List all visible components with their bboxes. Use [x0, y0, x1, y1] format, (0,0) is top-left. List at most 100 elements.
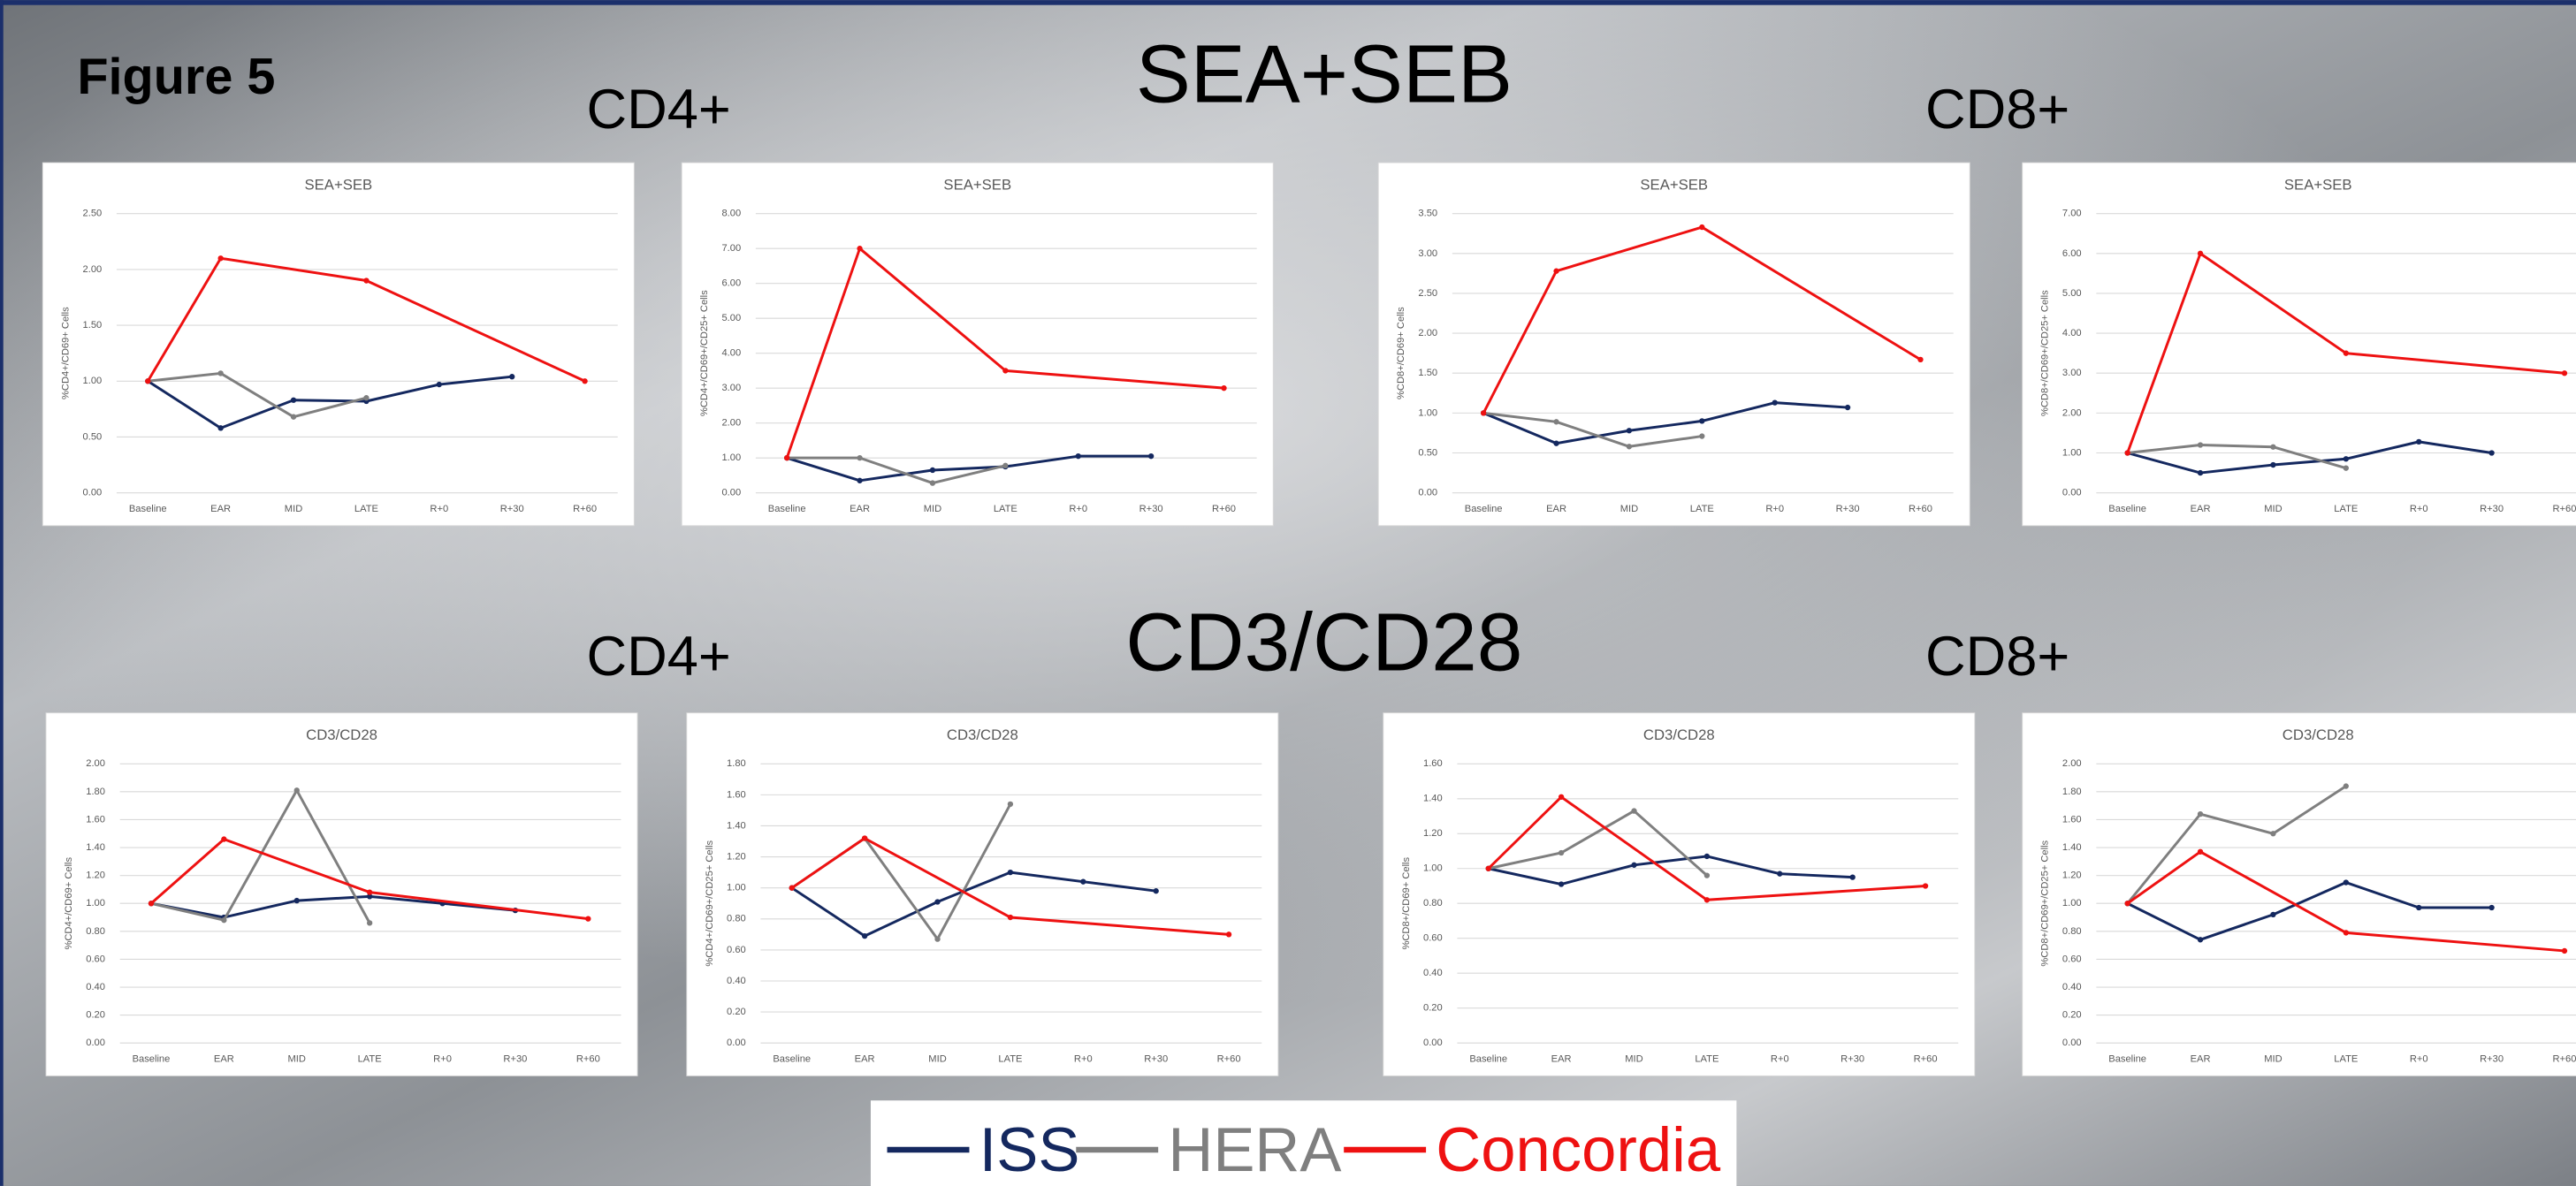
series-segment	[222, 899, 299, 919]
x-tick-label: LATE	[1690, 504, 1714, 514]
series-segment	[790, 837, 866, 890]
series-segment	[1482, 270, 1559, 414]
y-tick-label: 7.00	[721, 243, 741, 254]
series-point	[148, 901, 155, 907]
series-segment	[2126, 850, 2202, 905]
x-tick-label: EAR	[214, 1054, 234, 1065]
series-point	[293, 897, 300, 904]
series-segment	[1559, 863, 1635, 886]
y-tick-label: 0.40	[2062, 982, 2082, 992]
x-tick-label: LATE	[2334, 504, 2358, 514]
x-tick-label: EAR	[850, 504, 870, 514]
x-tick-label: Baseline	[1465, 504, 1503, 514]
series-point	[2343, 350, 2349, 356]
series-point	[861, 835, 868, 841]
y-tick-label: 1.60	[86, 814, 105, 825]
series-point	[934, 936, 941, 942]
series-segment	[785, 247, 862, 460]
y-tick-label: 1.80	[86, 787, 105, 797]
series-point	[221, 836, 227, 842]
series-segment	[2126, 252, 2202, 454]
y-tick-label: 2.50	[83, 209, 103, 219]
y-tick-label: 5.00	[721, 313, 741, 323]
y-tick-label: 0.60	[86, 954, 105, 964]
legend-label: HERA	[1168, 1114, 1341, 1184]
y-tick-label: 0.40	[727, 976, 746, 986]
y-tick-label: 1.40	[727, 820, 746, 831]
series-segment	[1487, 867, 1563, 886]
legend-box	[870, 1100, 1737, 1186]
legend: ISS HERA Concordia	[887, 1114, 1721, 1184]
y-tick-label: 1.60	[727, 789, 746, 800]
series-point	[1558, 794, 1565, 800]
x-tick-label: R+60	[1217, 1054, 1241, 1065]
series-segment	[149, 901, 225, 922]
chart: CD3/CD28 %CD4+/CD69+/CD25+ Cells 0.00 0.20 0…	[686, 712, 1279, 1076]
series-point	[2343, 456, 2349, 462]
x-tick-label: LATE	[358, 1054, 382, 1065]
series-segment	[1705, 855, 1781, 876]
series-segment	[936, 802, 1012, 941]
series-point	[366, 893, 373, 900]
series-segment	[1487, 795, 1563, 870]
series-point	[1558, 849, 1565, 856]
series-point	[293, 787, 300, 794]
chart-background	[2022, 712, 2576, 1076]
series-point	[857, 477, 863, 483]
chart: CD3/CD28 %CD4+/CD69+ Cells 0.00 0.20 0.40 0.6…	[45, 712, 638, 1076]
series-point	[1699, 224, 1705, 231]
series-point	[1080, 878, 1086, 885]
chart: SEA+SEB %CD4+/CD69+ Cells 0.00 0.50 1.00 1.50…	[42, 162, 635, 527]
series-segment	[931, 464, 1007, 485]
series-point	[2197, 442, 2204, 448]
section-left: CD4+	[586, 626, 730, 688]
y-tick-label: 1.50	[1418, 368, 1437, 378]
y-tick-label: 6.00	[2062, 248, 2082, 259]
y-axis-label: %CD8+/CD69+/CD25+ Cells	[2040, 840, 2051, 966]
x-tick-label: MID	[924, 504, 941, 514]
series-point	[1007, 801, 1014, 808]
series-point	[2270, 831, 2276, 837]
series-segment	[790, 886, 866, 938]
x-tick-label: R+60	[576, 1054, 600, 1065]
series-point	[1631, 862, 1637, 868]
x-tick-label: Baseline	[133, 1054, 171, 1065]
series-segment	[2199, 443, 2275, 449]
y-tick-label: 3.00	[1418, 248, 1437, 259]
figure-label: Figure 5	[77, 49, 275, 105]
y-tick-label: 3.00	[721, 383, 741, 393]
series-point	[1075, 453, 1081, 460]
x-tick-label: Baseline	[1469, 1054, 1507, 1065]
x-tick-label: R+30	[1836, 504, 1860, 514]
x-tick-label: Baseline	[2108, 504, 2146, 514]
y-tick-label: 5.00	[2062, 288, 2082, 299]
series-segment	[2344, 352, 2566, 375]
series-point	[363, 395, 370, 401]
series-point	[363, 277, 370, 284]
series-segment	[1482, 411, 1559, 423]
series-segment	[368, 894, 445, 905]
x-tick-label: MID	[1625, 1054, 1642, 1065]
series-segment	[1773, 401, 1849, 409]
series-point	[366, 920, 373, 926]
series-point	[2561, 947, 2568, 954]
x-tick-label: EAR	[210, 504, 231, 514]
chart-title: CD3/CD28	[2283, 726, 2354, 743]
x-tick-label: MID	[285, 504, 302, 514]
y-tick-label: 1.00	[1423, 863, 1443, 874]
chart: SEA+SEB %CD8+/CD69+ Cells 0.00 0.50 1.00 1.50…	[1377, 162, 1970, 527]
series-point	[1626, 428, 1633, 434]
y-tick-label: 0.00	[2062, 488, 2082, 498]
y-tick-label: 0.20	[1423, 1003, 1443, 1014]
series-segment	[2271, 457, 2348, 467]
series-point	[2343, 879, 2349, 886]
series-segment	[146, 256, 223, 383]
y-tick-label: 3.00	[2062, 368, 2082, 378]
chart-background	[681, 162, 1274, 527]
series-segment	[1482, 411, 1559, 445]
y-tick-label: 1.60	[2062, 814, 2082, 825]
series-point	[1480, 410, 1487, 416]
series-point	[2124, 450, 2130, 456]
series-segment	[1009, 870, 1085, 884]
